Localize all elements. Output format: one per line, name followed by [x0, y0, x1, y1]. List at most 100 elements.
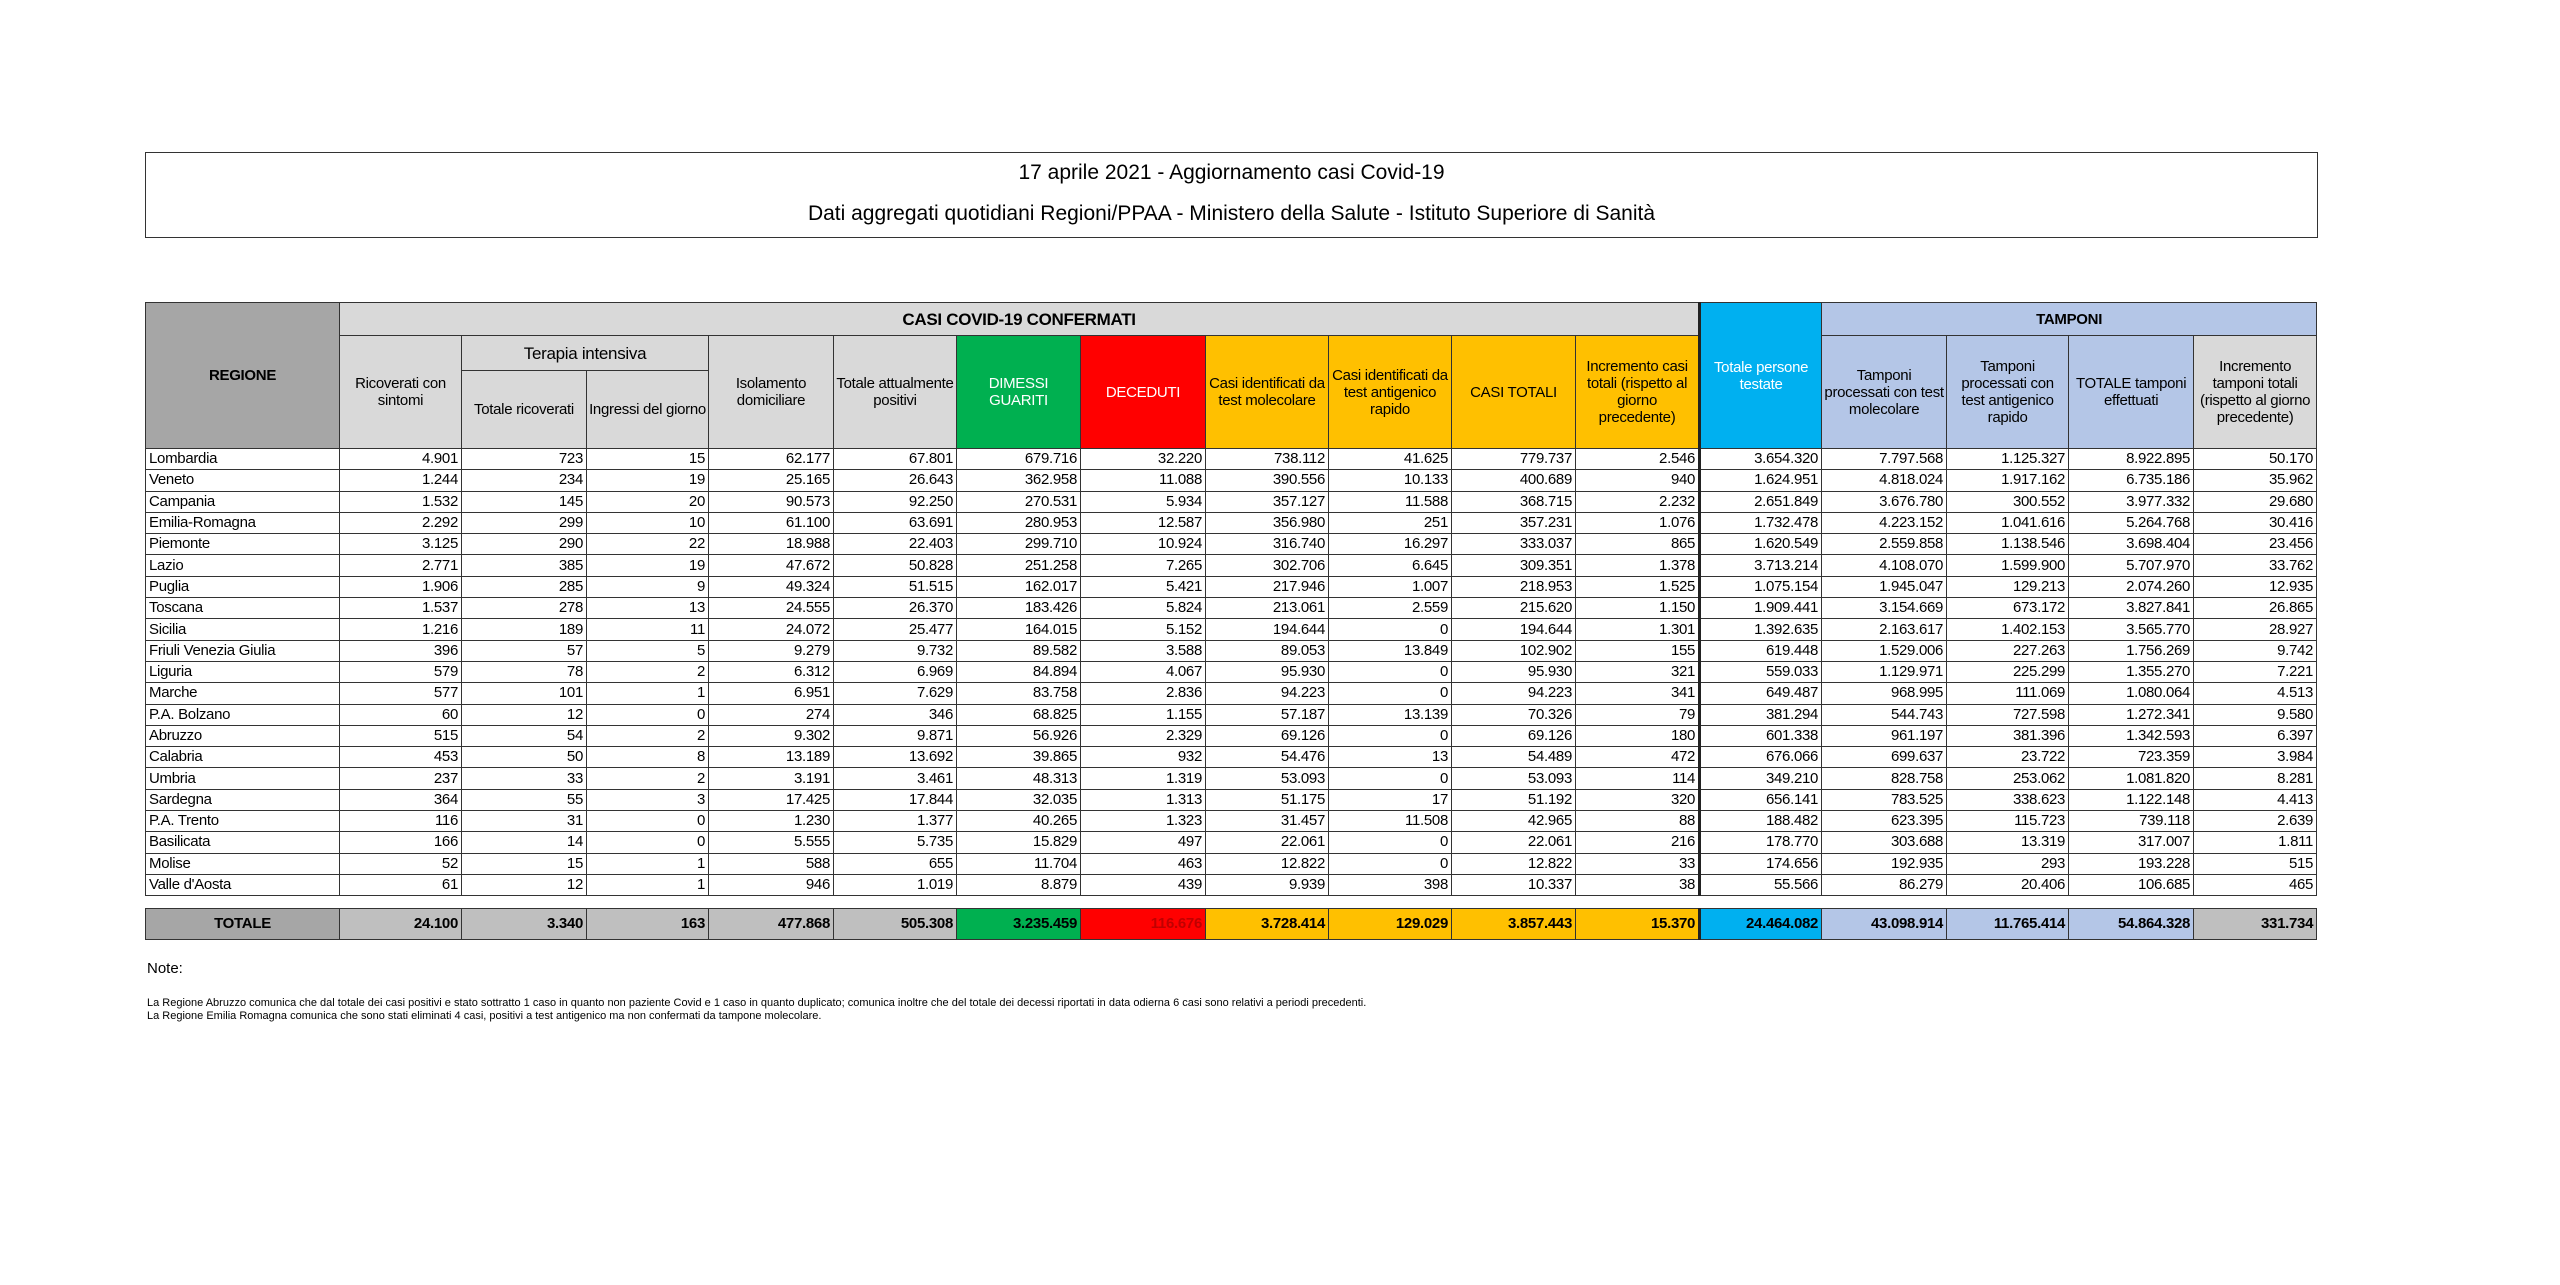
cell-ti-ingressi: 1	[586, 852, 709, 875]
cell-ti-ingressi: 19	[586, 469, 709, 492]
cell-tamponi-molecolare: 7.797.568	[1821, 447, 1948, 471]
cell-isolamento: 6.312	[708, 660, 834, 684]
cell-tamponi-antigenico: 20.406	[1946, 873, 2070, 897]
cell-casi-totali: 95.930	[1451, 660, 1576, 684]
cell-totale-positivi: 51.515	[833, 575, 957, 599]
cell-regione: Puglia	[145, 575, 340, 599]
covid-data-table: REGIONE CASI COVID-19 CONFERMATI Totale …	[145, 302, 2318, 941]
cell-incremento-casi: 865	[1574, 533, 1701, 556]
header-tamponi-molecolare: Tamponi processati con test molecolare	[1821, 335, 1948, 449]
header-ti-ingressi: Ingressi del giorno	[586, 370, 709, 449]
cell-ti-ingressi: 0	[586, 831, 709, 854]
cell-casi-antigenico: 41.625	[1328, 447, 1452, 471]
cell-ti-ingressi: 0	[586, 703, 709, 726]
cell-totale-positivi: 5.735	[833, 831, 957, 854]
cell-tamponi-antigenico: 227.263	[1946, 639, 2070, 662]
cell-dimessi: 83.758	[956, 682, 1081, 705]
table-row: Sicilia 1.216 189 11 24.072 25.477 164.015 5.15…	[145, 618, 2318, 641]
cell-totale-positivi: 67.801	[833, 447, 957, 471]
cell-ti-totale: 57	[461, 639, 587, 662]
cell-casi-antigenico: 0	[1328, 682, 1452, 705]
cell-casi-totali: 54.489	[1451, 746, 1576, 769]
cell-tamponi-totale: 2.074.260	[2068, 575, 2195, 599]
cell-incremento-casi: 320	[1574, 788, 1701, 812]
cell-totale-positivi: 13.692	[833, 746, 957, 769]
cell-tamponi-molecolare: 2.559.858	[1821, 533, 1948, 556]
table-row: P.A. Trento 116 31 0 1.230 1.377 40.265 1.323 31…	[145, 810, 2318, 833]
header-tamponi-totale: TOTALE tamponi effettuati	[2068, 335, 2195, 449]
cell-casi-totali: 194.644	[1451, 618, 1576, 641]
cell-tamponi-totale: 1.081.820	[2068, 767, 2195, 790]
cell-isolamento: 49.324	[708, 575, 834, 599]
cell-casi-antigenico: 2.559	[1328, 597, 1452, 620]
cell-tamponi-antigenico: 111.069	[1946, 682, 2070, 705]
cell-totale-positivi: 3.461	[833, 767, 957, 790]
cell-incremento-casi: 180	[1574, 724, 1701, 748]
cell-dimessi: 39.865	[956, 746, 1081, 769]
cell-isolamento: 47.672	[708, 554, 834, 577]
cell-persone-testate: 3.713.214	[1698, 554, 1823, 577]
table-row: Basilicata 166 14 0 5.555 5.735 15.829 497 22.06…	[145, 831, 2318, 854]
cell-incremento-casi: 940	[1574, 469, 1701, 492]
cell-tamponi-molecolare: 3.154.669	[1821, 597, 1948, 620]
cell-deceduti: 932	[1080, 746, 1206, 769]
cell-ricoverati: 52	[339, 852, 462, 875]
cell-deceduti: 2.329	[1080, 724, 1206, 748]
cell-dimessi: 11.704	[956, 852, 1081, 875]
cell-casi-molecolare: 51.175	[1205, 788, 1329, 812]
cell-incremento-casi: 216	[1574, 831, 1701, 854]
header-terapia-intensiva: Terapia intensiva	[461, 335, 709, 371]
cell-ti-ingressi: 5	[586, 639, 709, 662]
cell-casi-totali: 22.061	[1451, 831, 1576, 854]
cell-regione: P.A. Bolzano	[145, 703, 340, 726]
table-row: Lazio 2.771 385 19 47.672 50.828 251.258 7.265 3…	[145, 554, 2318, 577]
cell-ricoverati: 577	[339, 682, 462, 705]
cell-incremento-casi: 1.301	[1574, 618, 1701, 641]
cell-tamponi-antigenico: 225.299	[1946, 660, 2070, 684]
cell-ricoverati: 3.125	[339, 533, 462, 556]
cell-ricoverati: 396	[339, 639, 462, 662]
cell-ti-totale: 189	[461, 618, 587, 641]
cell-totale-positivi: 655	[833, 852, 957, 875]
cell-casi-antigenico: 13	[1328, 746, 1452, 769]
cell-dimessi: 84.894	[956, 660, 1081, 684]
cell-tamponi-molecolare: 1.945.047	[1821, 575, 1948, 599]
cell-dimessi: 164.015	[956, 618, 1081, 641]
cell-casi-totali: 12.822	[1451, 852, 1576, 875]
cell-tamponi-antigenico: 253.062	[1946, 767, 2070, 790]
table-row: Sardegna 364 55 3 17.425 17.844 32.035 1.313 51.…	[145, 788, 2318, 812]
cell-ricoverati: 364	[339, 788, 462, 812]
totals-row: TOTALE 24.100 3.340 163 477.868 505.308 3.235.…	[145, 908, 2318, 941]
cell-tamponi-totale: 5.264.768	[2068, 511, 2195, 535]
table-row: Piemonte 3.125 290 22 18.988 22.403 299.710 10.…	[145, 533, 2318, 556]
cell-totale-positivi: 6.969	[833, 660, 957, 684]
cell-casi-antigenico: 13.849	[1328, 639, 1452, 662]
cell-ricoverati: 515	[339, 724, 462, 748]
cell-regione: Abruzzo	[145, 724, 340, 748]
cell-casi-totali: 10.337	[1451, 873, 1576, 897]
cell-dimessi: 68.825	[956, 703, 1081, 726]
cell-casi-molecolare: 213.061	[1205, 597, 1329, 620]
cell-casi-totali: 215.620	[1451, 597, 1576, 620]
cell-casi-molecolare: 12.822	[1205, 852, 1329, 875]
cell-dimessi: 183.426	[956, 597, 1081, 620]
cell-tamponi-totale: 106.685	[2068, 873, 2195, 897]
cell-totale-positivi: 346	[833, 703, 957, 726]
cell-persone-testate: 24.464.082	[1698, 908, 1823, 941]
cell-casi-totali: 94.223	[1451, 682, 1576, 705]
cell-incremento-tamponi: 3.984	[2193, 746, 2318, 769]
cell-tamponi-totale: 3.827.841	[2068, 597, 2195, 620]
cell-casi-antigenico: 11.588	[1328, 490, 1452, 513]
note-item: La Regione Abruzzo comunica che dal tota…	[147, 997, 1367, 1009]
cell-tamponi-antigenico: 11.765.414	[1946, 908, 2070, 941]
cell-totale-positivi: 50.828	[833, 554, 957, 577]
cell-isolamento: 6.951	[708, 682, 834, 705]
header-incremento-casi: Incremento casi totali (rispetto al gior…	[1574, 335, 1701, 449]
cell-tamponi-molecolare: 4.223.152	[1821, 511, 1948, 535]
cell-ti-ingressi: 8	[586, 746, 709, 769]
cell-ricoverati: 4.901	[339, 447, 462, 471]
cell-isolamento: 1.230	[708, 810, 834, 833]
cell-casi-molecolare: 94.223	[1205, 682, 1329, 705]
cell-tamponi-antigenico: 300.552	[1946, 490, 2070, 513]
cell-deceduti: 11.088	[1080, 469, 1206, 492]
